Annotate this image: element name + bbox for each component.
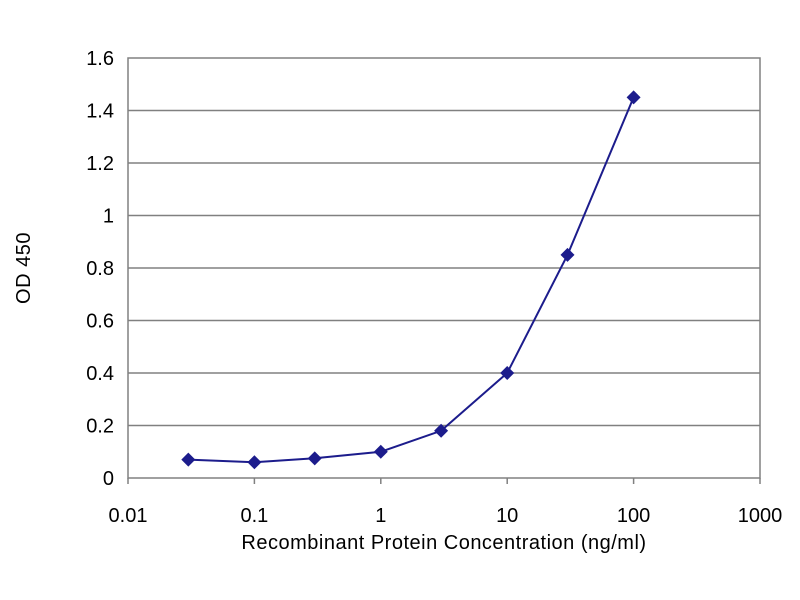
x-axis-title: Recombinant Protein Concentration (ng/ml… [241,532,646,554]
x-tick-label: 0.1 [240,505,268,527]
data-point [560,247,575,262]
data-point [626,90,641,105]
y-tick-label: 1.4 [86,101,114,123]
data-point [247,455,262,470]
y-tick-label: 0.8 [86,258,114,280]
y-tick-label: 1.2 [86,153,114,175]
data-point [500,366,515,380]
gridlines [127,109,761,484]
x-tick-label: 100 [617,505,650,527]
series-group [181,90,641,470]
series-line [188,97,635,464]
x-tick-label: 1 [375,505,386,527]
x-axis-tick-labels: 0.01 0.1 1 10 100 1000 [109,505,783,527]
y-tick-label: 1 [103,206,114,228]
data-point [181,452,196,467]
data-point [373,444,388,459]
y-axis-tick-labels: 0 0.2 0.4 0.6 0.8 1 1.2 1.4 1.6 [86,48,114,490]
data-point [307,451,322,466]
x-tick-label: 0.01 [109,505,148,527]
y-axis-title: OD 450 [13,232,35,304]
x-tick-label: 1000 [738,505,783,527]
y-tick-label: 0.6 [86,311,114,333]
y-tick-label: 0.4 [86,363,114,385]
y-tick-label: 0.2 [86,416,114,438]
x-tick-label: 10 [496,505,518,527]
data-point [434,423,449,438]
y-tick-label: 1.6 [86,48,114,70]
y-tick-label: 0 [103,468,114,490]
